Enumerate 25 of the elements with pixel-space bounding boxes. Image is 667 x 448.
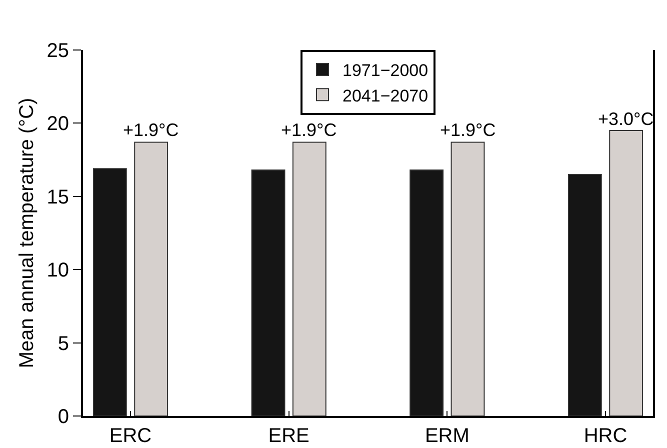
x-tick-label: ERE	[268, 425, 310, 447]
y-tick-label: 0	[58, 406, 69, 428]
y-tick-label: 5	[58, 332, 69, 355]
annotation: +3.0°C	[598, 109, 654, 129]
legend-label: 1971−2000	[342, 61, 428, 80]
bar	[251, 170, 286, 416]
y-axis-title: Mean annual temperature (°C)	[16, 98, 38, 368]
bar	[292, 142, 326, 416]
y-tick-label: 25	[46, 40, 69, 62]
annotation: +1.9°C	[123, 120, 179, 140]
legend-label: 2041−2070	[342, 86, 428, 106]
y-tick-label: 15	[46, 186, 69, 208]
bar	[568, 174, 602, 416]
bar	[92, 168, 127, 416]
annotation: +1.9°C	[281, 120, 337, 140]
x-tick-label: ERC	[109, 425, 152, 447]
annotation: +1.9°C	[440, 120, 496, 140]
bar	[609, 130, 644, 416]
x-tick-label: ERM	[424, 425, 470, 447]
y-tick-label: 10	[46, 260, 69, 282]
y-tick-label: 20	[46, 113, 69, 136]
x-tick-label: HRC	[584, 425, 628, 447]
bar	[134, 142, 168, 416]
bar	[410, 170, 444, 416]
bar	[450, 142, 485, 416]
